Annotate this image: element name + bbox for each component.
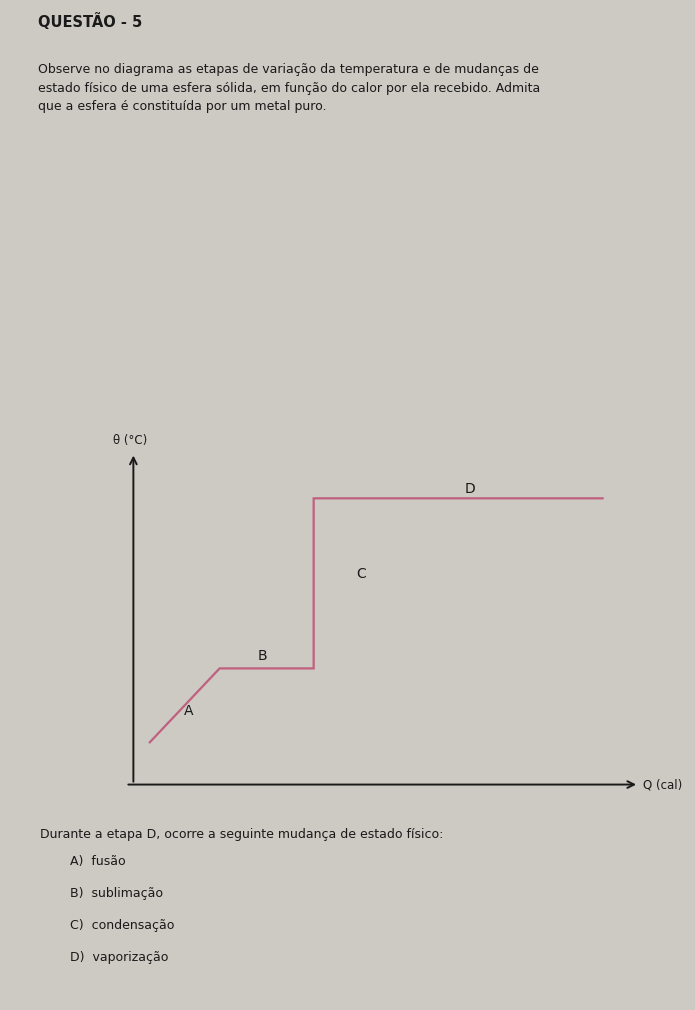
Text: D)  vaporização: D) vaporização — [70, 951, 168, 964]
Text: Durante a etapa D, ocorre a seguinte mudança de estado físico:: Durante a etapa D, ocorre a seguinte mud… — [40, 828, 443, 840]
Text: A)  fusão: A) fusão — [70, 854, 125, 868]
Text: θ (°C): θ (°C) — [113, 434, 147, 446]
Text: C: C — [356, 568, 366, 582]
Text: A: A — [183, 704, 193, 718]
Text: QUESTÃO - 5: QUESTÃO - 5 — [38, 13, 142, 30]
Text: Q (cal): Q (cal) — [643, 778, 682, 791]
Text: D: D — [465, 482, 476, 496]
Text: C)  condensação: C) condensação — [70, 919, 174, 932]
Text: Observe no diagrama as etapas de variação da temperatura e de mudanças de
estado: Observe no diagrama as etapas de variaçã… — [38, 64, 541, 113]
Text: B)  sublimação: B) sublimação — [70, 887, 163, 900]
Text: B: B — [258, 648, 268, 663]
